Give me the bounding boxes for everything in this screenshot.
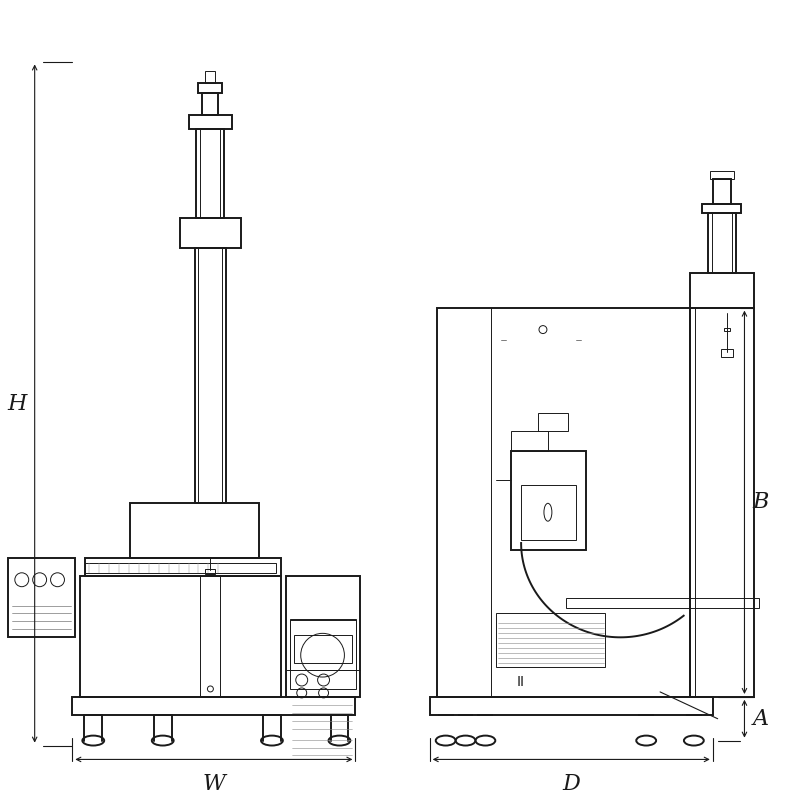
Bar — [194, 248, 226, 503]
Bar — [538, 413, 568, 431]
Text: B: B — [753, 491, 769, 514]
Bar — [189, 115, 232, 129]
Bar — [690, 308, 754, 697]
Text: D: D — [562, 774, 580, 795]
Bar — [521, 486, 576, 540]
Text: A: A — [753, 708, 769, 730]
Bar — [130, 503, 259, 558]
Bar — [180, 218, 241, 248]
Bar — [286, 576, 360, 697]
Text: W: W — [202, 774, 226, 795]
Text: H: H — [7, 393, 26, 414]
Text: II: II — [517, 675, 525, 689]
Bar — [294, 635, 352, 663]
Bar — [721, 350, 733, 358]
Bar — [690, 273, 754, 308]
Bar — [566, 598, 759, 607]
Bar — [80, 576, 281, 697]
Bar — [198, 83, 222, 94]
Bar — [430, 697, 713, 714]
Bar — [708, 214, 735, 273]
Bar — [197, 129, 224, 218]
Bar — [206, 71, 215, 83]
Bar — [206, 569, 215, 574]
Bar — [86, 563, 276, 573]
Bar — [201, 576, 220, 697]
Bar — [86, 558, 281, 576]
Bar — [290, 621, 356, 670]
Bar — [511, 450, 586, 550]
Bar — [713, 178, 730, 203]
Bar — [8, 558, 75, 638]
Bar — [702, 203, 742, 214]
Bar — [73, 697, 355, 714]
Bar — [202, 94, 218, 115]
Bar — [511, 431, 548, 450]
Bar — [710, 170, 734, 178]
Bar — [437, 308, 690, 697]
Bar — [290, 619, 356, 689]
Bar — [724, 327, 730, 330]
Bar — [496, 613, 606, 667]
